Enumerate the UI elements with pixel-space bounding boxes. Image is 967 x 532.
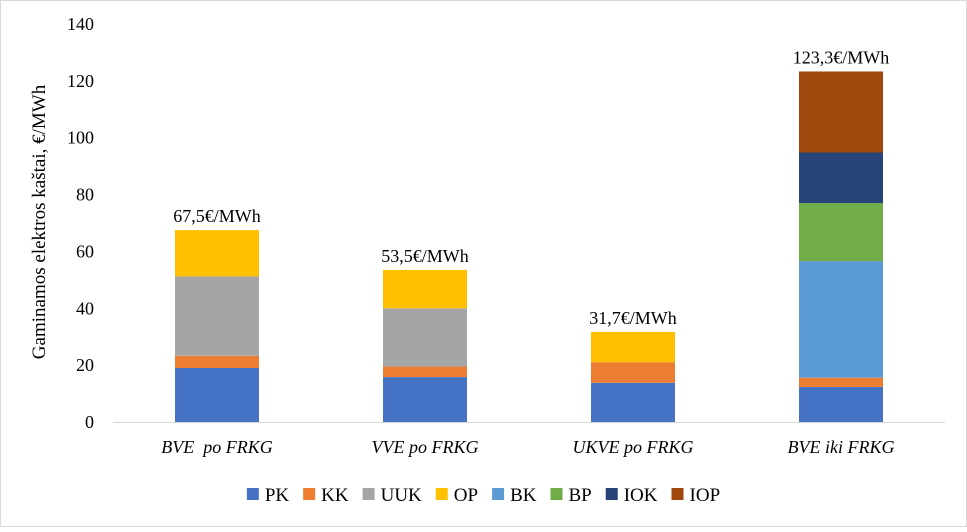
bar-segment-kk [383,366,467,378]
bar-segment-pk [591,382,675,422]
legend-swatch [362,488,375,500]
bar-segment-iok [799,152,883,204]
legend: PK KK UUK OP BK BP IOK IOP [246,485,721,506]
x-category-label: VVE po FRKG [372,437,479,457]
legend-label: IOP [690,485,721,506]
y-tick-label: 100 [67,128,94,148]
bar-stack [591,331,675,422]
y-tick-label: 20 [76,355,94,375]
y-tick-label: 140 [67,14,94,34]
bar-segment-kk [799,377,883,388]
legend-item-uuk: UUK [362,485,422,506]
x-category-label: UKVE po FRKG [573,437,694,457]
y-tick-label: 40 [76,298,94,318]
x-category-label: BVE po FRKG [161,437,272,457]
bar-segment-bp [799,203,883,262]
legend-item-pk: PK [246,485,290,506]
y-tick-label: 60 [76,241,94,261]
legend-swatch [246,488,259,500]
total-label: 67,5€/MWh [173,206,261,226]
bar-segment-uuk [175,276,259,356]
legend-label: KK [321,485,349,506]
bar-segment-op [175,230,259,277]
bar-segment-bk [799,261,883,378]
x-category-label: BVE iki FRKG [788,437,895,457]
bar-segment-pk [799,387,883,422]
bar-segment-op [383,269,467,309]
legend-swatch [303,488,316,500]
y-tick-label: 0 [85,412,94,432]
legend-swatch [605,488,618,500]
bar-segment-pk [383,377,467,422]
bar-segment-op [591,331,675,363]
legend-swatch [435,488,448,500]
legend-item-kk: KK [303,485,349,506]
y-axis-title: Gaminamos elektros kaštai, €/MWh [29,84,50,359]
legend-label: BK [510,485,537,506]
legend-item-bp: BP [550,485,592,506]
y-axis-title-group: Gaminamos elektros kaštai, €/MWh [29,84,50,359]
total-label: 53,5€/MWh [381,246,469,266]
bar-segment-kk [591,362,675,383]
legend-label: PK [265,485,290,506]
legend-swatch [671,488,684,500]
legend-item-bk: BK [492,485,537,506]
bar-stack [383,269,467,422]
legend-label: UUK [381,485,422,506]
legend-label: IOK [624,485,658,506]
legend-swatch [492,488,505,500]
bar-segment-uuk [383,308,467,367]
bars [175,71,883,422]
bar-segment-pk [175,367,259,422]
y-tick-label: 80 [76,185,94,205]
y-tick-label: 120 [67,71,94,91]
bar-stack [175,230,259,422]
total-label: 31,7€/MWh [589,308,677,328]
total-label: 123,3€/MWh [793,47,890,67]
bar-segment-kk [175,355,259,368]
legend-label: BP [568,485,591,506]
legend-swatch [550,488,563,500]
legend-item-op: OP [435,485,478,506]
total-labels: 67,5€/MWh 53,5€/MWh 31,7€/MWh 123,3€/MWh [173,47,889,327]
bar-stack [799,71,883,422]
legend-item-iok: IOK [605,485,658,506]
x-axis-category-labels: BVE po FRKG VVE po FRKG UKVE po FRKG BVE ik… [161,437,894,457]
bar-segment-iop [799,71,883,153]
legend-item-iop: IOP [671,485,721,506]
y-axis-ticks: 0 20 40 60 80 100 120 140 [67,14,94,432]
legend-label: OP [454,485,478,506]
